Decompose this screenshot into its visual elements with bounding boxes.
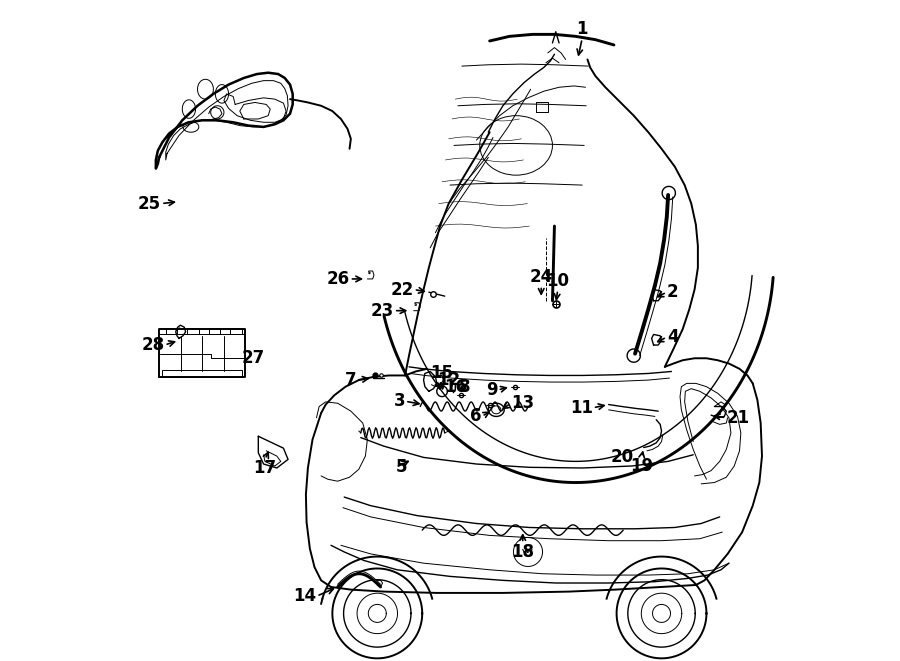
Text: 3: 3 [393, 392, 405, 410]
Text: 19: 19 [630, 457, 653, 475]
Text: 22: 22 [391, 280, 414, 299]
Text: 4: 4 [667, 328, 679, 346]
Text: 17: 17 [254, 459, 276, 477]
Text: 21: 21 [726, 408, 750, 427]
Text: 9: 9 [486, 381, 498, 399]
Text: 23: 23 [371, 301, 394, 320]
Text: 8: 8 [460, 377, 471, 396]
Text: 27: 27 [242, 349, 265, 368]
Text: 14: 14 [293, 587, 317, 605]
Text: VW: VW [522, 549, 534, 555]
Text: 18: 18 [511, 543, 535, 561]
Text: 16: 16 [444, 377, 467, 396]
Text: 15: 15 [430, 364, 453, 382]
Text: 24: 24 [529, 268, 553, 286]
Text: 7: 7 [345, 371, 356, 389]
Text: 20: 20 [610, 448, 634, 467]
Text: 13: 13 [511, 394, 534, 412]
Text: 26: 26 [327, 270, 349, 288]
Text: 6: 6 [470, 407, 482, 426]
Text: 1: 1 [577, 20, 588, 38]
Text: 28: 28 [141, 336, 165, 354]
Text: 25: 25 [138, 194, 161, 213]
Text: 10: 10 [546, 272, 569, 290]
Text: 11: 11 [570, 399, 593, 417]
Text: 5: 5 [396, 458, 408, 477]
Text: 2: 2 [667, 283, 679, 301]
Text: 12: 12 [436, 371, 460, 389]
